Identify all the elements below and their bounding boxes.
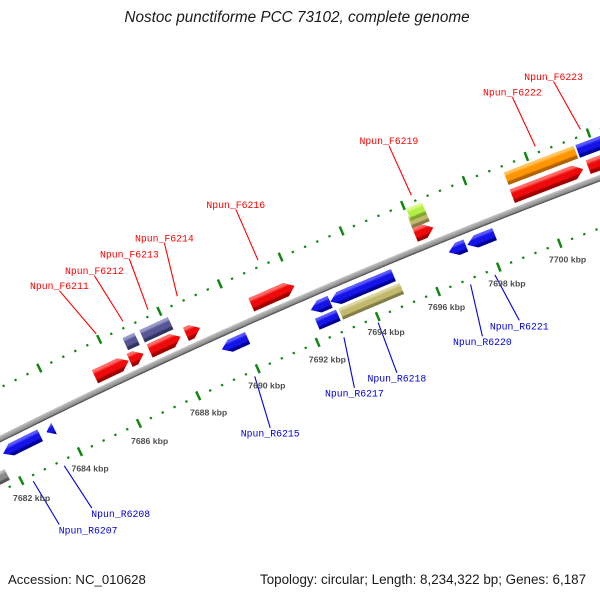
svg-text:Npun_R6208: Npun_R6208 — [91, 509, 150, 520]
svg-text:Npun_R6221: Npun_R6221 — [490, 321, 549, 332]
svg-text:Npun_F6222: Npun_F6222 — [483, 88, 542, 99]
svg-text:7684 kbp: 7684 kbp — [72, 464, 109, 474]
svg-text:7696 kbp: 7696 kbp — [428, 302, 465, 312]
svg-text:7698 kbp: 7698 kbp — [488, 278, 525, 288]
svg-text:Nostoc punctiforme PCC 73102,: Nostoc punctiforme PCC 73102, complete g… — [124, 9, 469, 26]
svg-text:Topology: circular; Length: 8,: Topology: circular; Length: 8,234,322 bp… — [260, 572, 586, 587]
svg-text:Npun_R6220: Npun_R6220 — [453, 337, 512, 348]
svg-text:Npun_R6217: Npun_R6217 — [325, 389, 384, 400]
svg-text:Npun_R6215: Npun_R6215 — [241, 429, 300, 440]
svg-text:7686 kbp: 7686 kbp — [131, 436, 168, 446]
svg-text:7700 kbp: 7700 kbp — [549, 254, 586, 264]
svg-text:Npun_F6216: Npun_F6216 — [206, 200, 265, 211]
svg-text:Npun_F6219: Npun_F6219 — [360, 136, 419, 147]
svg-text:Npun_F6211: Npun_F6211 — [30, 281, 89, 292]
svg-text:Npun_F6212: Npun_F6212 — [65, 266, 124, 277]
svg-text:Npun_F6214: Npun_F6214 — [135, 234, 194, 245]
svg-text:7688 kbp: 7688 kbp — [190, 408, 227, 418]
svg-text:Npun_F6213: Npun_F6213 — [100, 250, 159, 261]
svg-text:Accession: NC_010628: Accession: NC_010628 — [8, 572, 146, 587]
svg-text:7692 kbp: 7692 kbp — [309, 355, 346, 365]
svg-text:Npun_F6223: Npun_F6223 — [524, 72, 583, 83]
svg-text:Npun_R6207: Npun_R6207 — [59, 525, 118, 536]
svg-text:Npun_R6218: Npun_R6218 — [368, 374, 427, 385]
svg-text:7690 kbp: 7690 kbp — [248, 380, 285, 390]
svg-text:7694 kbp: 7694 kbp — [368, 327, 405, 337]
svg-text:7682 kbp: 7682 kbp — [13, 493, 50, 503]
